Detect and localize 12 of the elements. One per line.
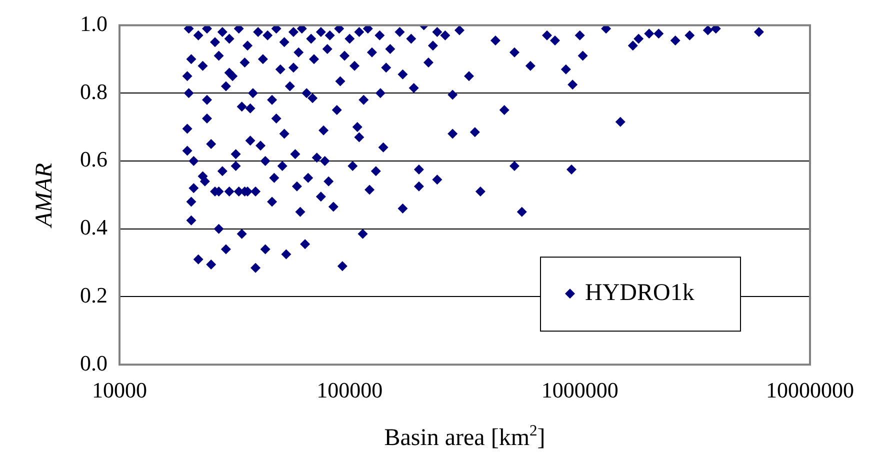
x-tick-label: 1000000 <box>541 378 618 403</box>
y-tick-label: 0.0 <box>80 350 108 376</box>
x-tick-label: 10000000 <box>766 378 854 403</box>
y-tick-label: 0.4 <box>80 214 108 240</box>
y-tick-label: 0.8 <box>80 78 108 104</box>
y-tick-label: 1.0 <box>80 10 108 36</box>
y-tick-label: 0.6 <box>80 146 108 172</box>
legend-label: HYDRO1k <box>585 280 694 306</box>
x-tick-label: 100000 <box>316 378 383 403</box>
y-axis-title: AMAR <box>31 162 58 229</box>
y-tick-label: 0.2 <box>80 282 108 308</box>
x-tick-label: 10000 <box>92 378 147 403</box>
